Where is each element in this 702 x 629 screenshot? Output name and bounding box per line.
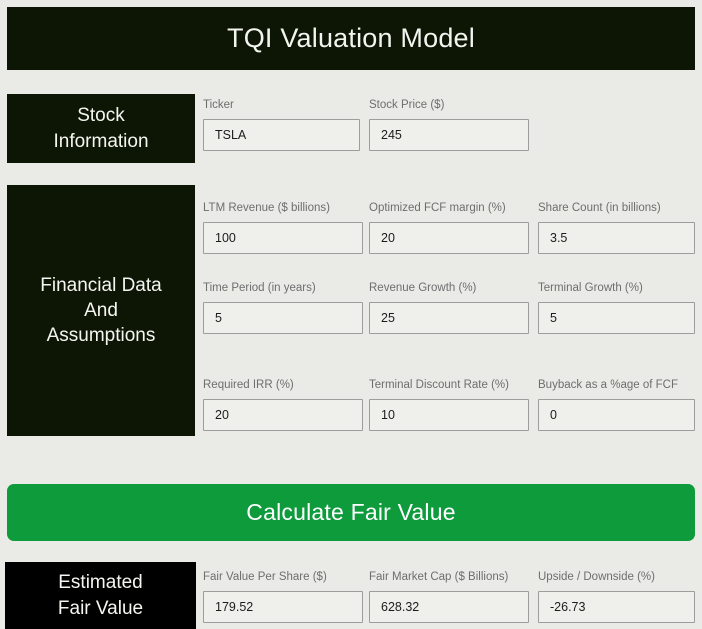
field-group-upside-downside: Upside / Downside (%) -26.73 — [538, 570, 695, 623]
section-label-stock-line-1: Stock — [77, 105, 125, 127]
field-group-required-irr: Required IRR (%) 20 — [203, 378, 363, 431]
time-period-input[interactable]: 5 — [203, 302, 363, 334]
ltm-revenue-input[interactable]: 100 — [203, 222, 363, 254]
field-group-buyback-percent-fcf: Buyback as a %age of FCF 0 — [538, 378, 695, 431]
field-label-share-count: Share Count (in billions) — [538, 202, 661, 214]
required-irr-input[interactable]: 20 — [203, 399, 363, 431]
section-label-financial-data: Financial Data And Assumptions — [7, 185, 195, 436]
app-header: TQI Valuation Model — [7, 7, 695, 70]
field-label-terminal-discount-rate: Terminal Discount Rate (%) — [369, 379, 509, 391]
field-group-time-period: Time Period (in years) 5 — [203, 281, 363, 334]
ticker-input[interactable]: TSLA — [203, 119, 360, 151]
field-label-stock-price: Stock Price ($) — [369, 99, 445, 111]
field-label-upside-downside: Upside / Downside (%) — [538, 571, 655, 583]
share-count-input[interactable]: 3.5 — [538, 222, 695, 254]
section-label-estimated-fair-value: Estimated Fair Value — [5, 562, 196, 629]
section-label-financial-line-2: And — [84, 299, 118, 321]
field-label-required-irr: Required IRR (%) — [203, 379, 294, 391]
field-group-terminal-growth: Terminal Growth (%) 5 — [538, 281, 695, 334]
calculate-fair-value-button[interactable]: Calculate Fair Value — [7, 484, 695, 541]
revenue-growth-input[interactable]: 25 — [369, 302, 529, 334]
page-title: TQI Valuation Model — [227, 23, 475, 53]
field-label-optimized-fcf-margin: Optimized FCF margin (%) — [369, 202, 506, 214]
section-label-financial-line-1: Financial Data — [40, 274, 162, 296]
field-label-fair-value-per-share: Fair Value Per Share ($) — [203, 571, 327, 583]
field-group-ticker: Ticker TSLA — [203, 98, 360, 151]
field-group-ltm-revenue: LTM Revenue ($ billions) 100 — [203, 201, 363, 254]
field-label-terminal-growth: Terminal Growth (%) — [538, 282, 643, 294]
field-label-time-period: Time Period (in years) — [203, 282, 316, 294]
field-group-optimized-fcf-margin: Optimized FCF margin (%) 20 — [369, 201, 529, 254]
section-label-stock-line-2: Information — [53, 130, 149, 152]
fair-value-per-share-output[interactable]: 179.52 — [203, 591, 363, 623]
optimized-fcf-margin-input[interactable]: 20 — [369, 222, 529, 254]
field-label-fair-market-cap: Fair Market Cap ($ Billions) — [369, 571, 509, 583]
section-label-estimated-line-2: Fair Value — [57, 597, 144, 619]
field-label-revenue-growth: Revenue Growth (%) — [369, 282, 477, 294]
terminal-discount-rate-input[interactable]: 10 — [369, 399, 529, 431]
field-label-ticker: Ticker — [203, 99, 234, 111]
field-group-revenue-growth: Revenue Growth (%) 25 — [369, 281, 529, 334]
buyback-percent-fcf-input[interactable]: 0 — [538, 399, 695, 431]
field-group-fair-market-cap: Fair Market Cap ($ Billions) 628.32 — [369, 570, 529, 623]
field-group-terminal-discount-rate: Terminal Discount Rate (%) 10 — [369, 378, 529, 431]
section-label-stock-information: Stock Information — [7, 94, 195, 163]
field-group-fair-value-per-share: Fair Value Per Share ($) 179.52 — [203, 570, 363, 623]
field-group-stock-price: Stock Price ($) 245 — [369, 98, 529, 151]
fair-market-cap-output[interactable]: 628.32 — [369, 591, 529, 623]
stock-price-input[interactable]: 245 — [369, 119, 529, 151]
field-label-buyback-percent-fcf: Buyback as a %age of FCF — [538, 379, 678, 391]
field-label-ltm-revenue: LTM Revenue ($ billions) — [203, 202, 330, 214]
section-label-estimated-line-1: Estimated — [58, 572, 143, 594]
section-label-financial-line-3: Assumptions — [46, 325, 156, 347]
upside-downside-output[interactable]: -26.73 — [538, 591, 695, 623]
terminal-growth-input[interactable]: 5 — [538, 302, 695, 334]
field-group-share-count: Share Count (in billions) 3.5 — [538, 201, 695, 254]
